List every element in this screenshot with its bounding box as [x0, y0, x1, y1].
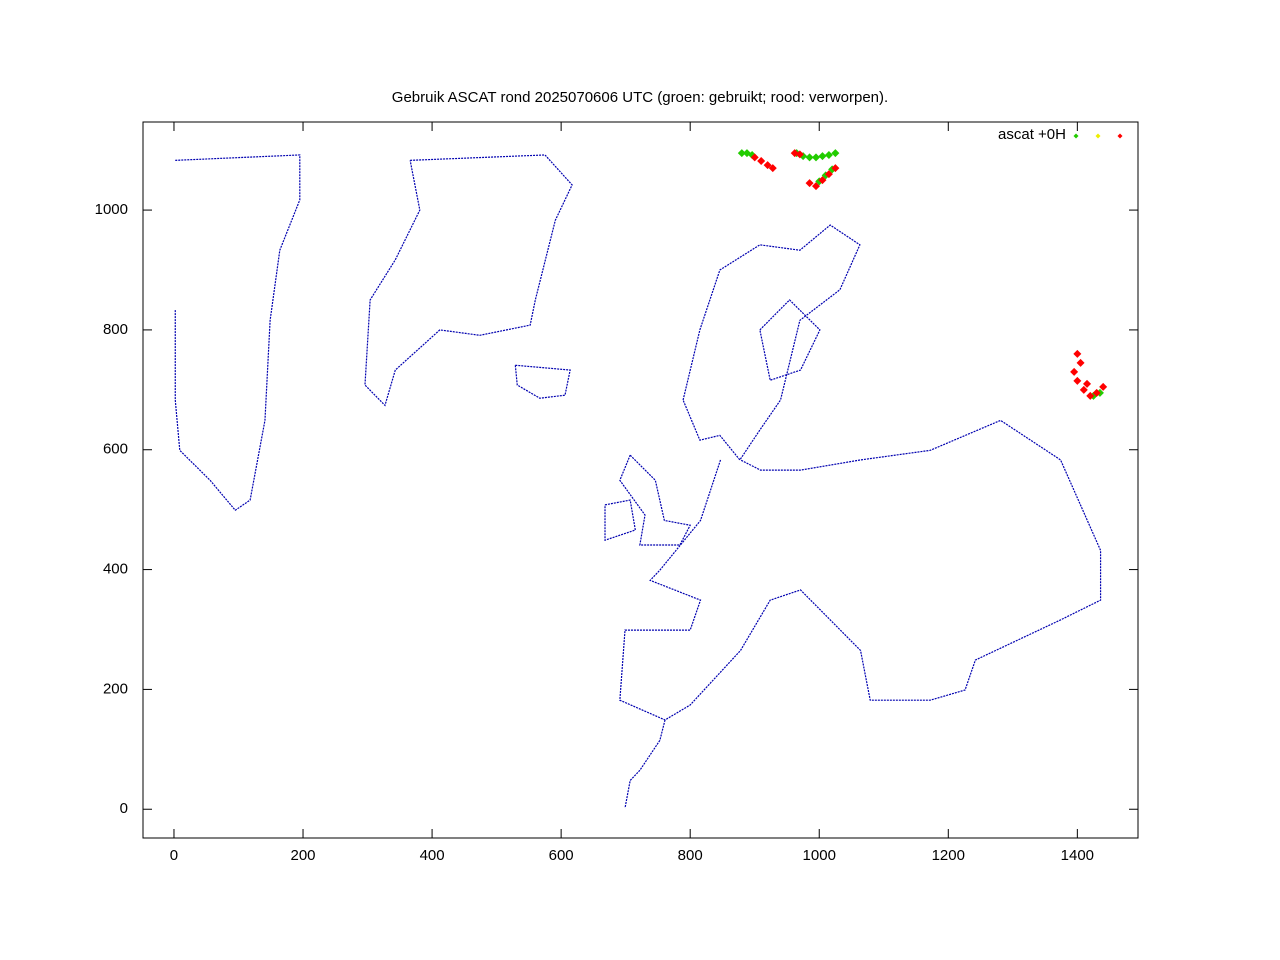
- x-tick-label: 200: [291, 847, 316, 864]
- ascat-point: [824, 170, 833, 179]
- coastline: [619, 454, 692, 546]
- ascat-point: [831, 149, 840, 158]
- ascat-point: [750, 153, 759, 162]
- y-tick-label: 400: [103, 561, 128, 578]
- ascat-point: [812, 153, 821, 162]
- ascat-point: [824, 150, 833, 159]
- x-tick-label: 400: [420, 847, 445, 864]
- ascat-point: [763, 161, 772, 170]
- ascat-point: [1099, 382, 1108, 391]
- ascat-point: [1073, 349, 1082, 358]
- y-tick-label: 1000: [95, 201, 128, 218]
- chart-title: Gebruik ASCAT rond 2025070606 UTC (groen…: [392, 89, 888, 106]
- ascat-point: [1083, 379, 1092, 388]
- x-tick-label: 600: [549, 847, 574, 864]
- coastline: [514, 364, 571, 399]
- ascat-point: [757, 156, 766, 165]
- ascat-point: [1076, 358, 1085, 367]
- x-tick-label: 1200: [932, 847, 965, 864]
- ascat-point: [818, 152, 827, 161]
- ascat-point: [737, 149, 746, 158]
- ascat-point: [1079, 385, 1088, 394]
- ascat-point: [1092, 388, 1101, 397]
- x-tick-label: 0: [170, 847, 178, 864]
- ascat-point: [1086, 391, 1095, 400]
- coastline: [174, 154, 301, 512]
- plot-frame: [142, 121, 1139, 839]
- ascat-point: [812, 182, 821, 191]
- coastline: [364, 154, 573, 407]
- coastline: [682, 224, 861, 461]
- ascat-point: [768, 164, 777, 173]
- ascat-point: [795, 150, 804, 159]
- x-tick-label: 1000: [803, 847, 836, 864]
- y-tick-label: 200: [103, 680, 128, 697]
- ascat-point: [831, 164, 840, 173]
- y-tick-label: 800: [103, 321, 128, 338]
- ascat-point: [805, 179, 814, 188]
- ascat-point: [805, 153, 814, 162]
- ascat-point: [1073, 376, 1082, 385]
- legend-swatch: [1095, 133, 1101, 139]
- legend-label: ascat +0H: [998, 126, 1066, 143]
- x-tick-label: 800: [678, 847, 703, 864]
- ascat-point: [1070, 367, 1079, 376]
- ascat-point: [818, 176, 827, 185]
- legend-swatch: [1117, 133, 1123, 139]
- coastline: [604, 499, 637, 542]
- coastline: [759, 299, 821, 382]
- legend-swatch: [1073, 133, 1079, 139]
- y-tick-label: 0: [120, 800, 128, 817]
- y-tick-label: 600: [103, 441, 128, 458]
- x-tick-label: 1400: [1061, 847, 1094, 864]
- coastline: [619, 419, 1102, 721]
- coastline: [624, 719, 666, 809]
